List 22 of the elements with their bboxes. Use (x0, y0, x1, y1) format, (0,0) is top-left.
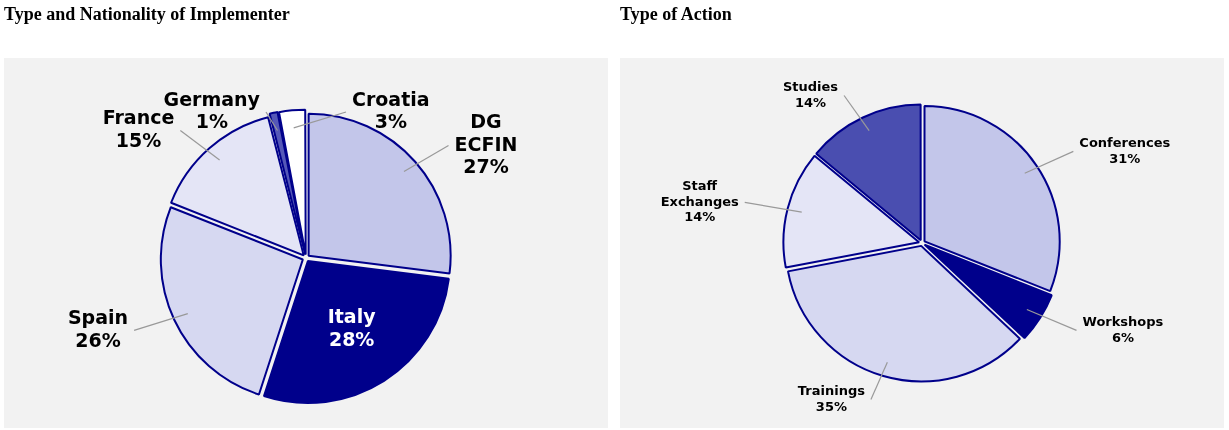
slice-label: Workshops (1082, 313, 1164, 329)
data-label: 1% (195, 110, 228, 133)
data-label: 26% (75, 328, 121, 351)
slice-label: Conferences (1079, 134, 1171, 150)
chart-title: Type of Action (620, 4, 732, 25)
data-label: 31% (1109, 150, 1141, 166)
slice-label: Trainings (797, 383, 866, 399)
data-label: 15% (115, 128, 162, 151)
slice-label: Italy (327, 305, 377, 328)
data-label: 14% (794, 94, 827, 110)
data-label: 3% (374, 110, 407, 133)
slice-label: Studies (782, 79, 839, 95)
slice-label: Croatia (352, 87, 430, 110)
slice-label: Staff Exchanges (660, 178, 740, 209)
slice-label: DG ECFIN (454, 109, 518, 155)
data-label: 27% (463, 155, 509, 178)
data-label: 28% (328, 328, 375, 351)
slice-label: Spain (67, 305, 129, 328)
data-label: 35% (815, 398, 847, 414)
data-label: 14% (684, 209, 716, 225)
chart-title: Type and Nationality of Implementer (4, 4, 290, 25)
data-label: 6% (1111, 329, 1134, 345)
